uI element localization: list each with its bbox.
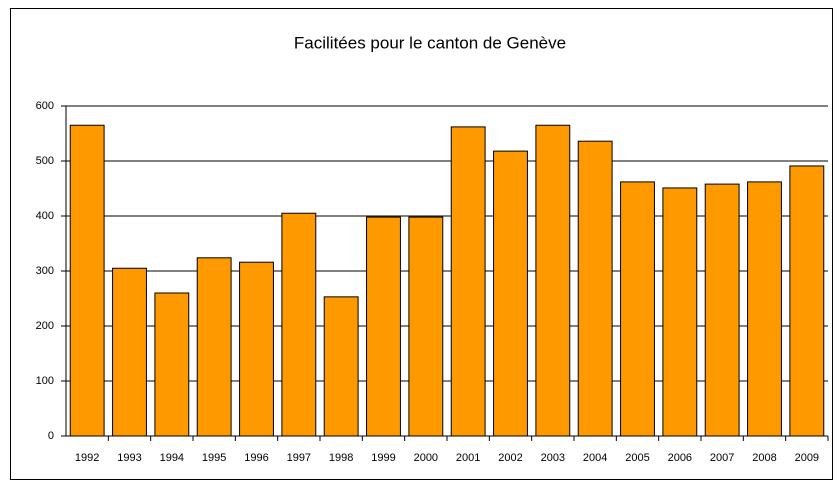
y-tick-label: 400 <box>36 210 54 222</box>
x-tick-label: 1998 <box>329 452 353 464</box>
x-tick-label: 2006 <box>668 452 692 464</box>
bar <box>789 165 825 437</box>
x-tick-label: 1993 <box>117 452 141 464</box>
bar <box>112 267 147 437</box>
y-tick-label: 0 <box>48 430 54 442</box>
y-tick-label: 600 <box>36 100 54 112</box>
bar <box>323 296 359 437</box>
y-tick-label: 300 <box>36 265 54 277</box>
y-tick-label: 200 <box>36 320 54 332</box>
bar <box>704 183 740 437</box>
bar <box>154 292 190 437</box>
x-tick-label: 2008 <box>752 452 776 464</box>
bar <box>366 216 401 437</box>
x-tick-label: 1996 <box>244 452 268 464</box>
bar <box>620 181 655 437</box>
y-tick-label: 500 <box>36 155 54 167</box>
x-tick-label: 1992 <box>75 452 99 464</box>
x-tick-label: 2007 <box>710 452 734 464</box>
x-tick-label: 1999 <box>371 452 395 464</box>
x-tick-label: 2004 <box>583 452 607 464</box>
bar <box>535 124 571 437</box>
x-tick-label: 2002 <box>498 452 522 464</box>
bar <box>196 257 232 437</box>
bar <box>450 126 486 437</box>
bar <box>662 187 698 437</box>
x-tick-label: 2000 <box>414 452 438 464</box>
x-tick-label: 1997 <box>287 452 311 464</box>
bar <box>239 261 274 437</box>
bar <box>577 140 613 437</box>
bar <box>493 150 528 437</box>
x-tick-label: 2005 <box>625 452 649 464</box>
bar <box>281 212 317 437</box>
x-tick-label: 2001 <box>456 452 480 464</box>
chart-title: Facilitées pour le canton de Genève <box>294 33 566 52</box>
y-tick-label: 100 <box>36 375 54 387</box>
x-tick-label: 1995 <box>202 452 226 464</box>
x-tick-label: 1994 <box>160 452 184 464</box>
x-tick-label: 2009 <box>795 452 819 464</box>
bar <box>408 216 444 437</box>
x-tick-label: 2003 <box>541 452 565 464</box>
bar <box>69 124 105 437</box>
bar <box>747 181 782 437</box>
